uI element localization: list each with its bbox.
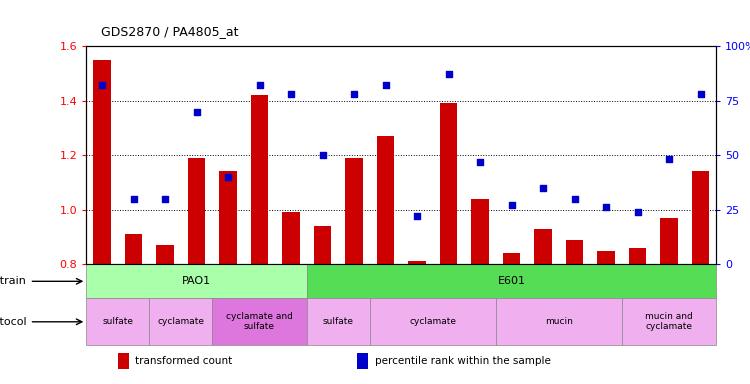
Bar	[566, 240, 584, 384]
Bar	[149, 298, 212, 345]
Point	[600, 204, 612, 210]
Bar	[628, 248, 646, 384]
Point	[568, 196, 580, 202]
Text: cyclamate: cyclamate	[410, 317, 456, 326]
Bar	[496, 298, 622, 345]
Bar	[692, 172, 709, 384]
Bar	[156, 245, 174, 384]
Bar	[622, 298, 716, 345]
Point	[411, 213, 423, 219]
Point	[694, 91, 706, 97]
Text: percentile rank within the sample: percentile rank within the sample	[375, 356, 550, 366]
Bar	[534, 229, 552, 384]
Text: sulfate: sulfate	[102, 317, 134, 326]
Text: strain: strain	[0, 276, 26, 286]
Text: transformed count: transformed count	[136, 356, 232, 366]
Bar	[408, 262, 426, 384]
Point	[632, 209, 644, 215]
Point	[285, 91, 297, 97]
Bar	[124, 234, 142, 384]
Text: PAO1: PAO1	[182, 276, 211, 286]
Point	[190, 108, 202, 114]
Text: cyclamate and
sulfate: cyclamate and sulfate	[226, 312, 293, 331]
Bar	[118, 353, 129, 369]
Text: sulfate: sulfate	[322, 317, 354, 326]
Bar	[440, 103, 458, 384]
Text: growth protocol: growth protocol	[0, 317, 26, 327]
Bar	[86, 264, 307, 298]
Bar	[188, 158, 206, 384]
Point	[316, 152, 328, 158]
Bar	[307, 298, 370, 345]
Bar	[597, 250, 615, 384]
Point	[506, 202, 518, 209]
Point	[474, 159, 486, 165]
Text: mucin and
cyclamate: mucin and cyclamate	[645, 312, 693, 331]
Bar	[282, 212, 300, 384]
Bar	[93, 60, 111, 384]
Point	[348, 91, 360, 97]
Bar	[86, 298, 149, 345]
Bar	[503, 253, 520, 384]
Point	[254, 82, 266, 88]
Text: GDS2870 / PA4805_at: GDS2870 / PA4805_at	[101, 25, 238, 38]
Text: mucin: mucin	[544, 317, 573, 326]
Bar	[471, 199, 489, 384]
Point	[159, 196, 171, 202]
Point	[663, 156, 675, 162]
Point	[96, 82, 108, 88]
Bar	[370, 298, 496, 345]
Bar	[307, 264, 716, 298]
Point	[222, 174, 234, 180]
Bar	[212, 298, 307, 345]
Bar	[660, 218, 678, 384]
Bar	[376, 136, 394, 384]
Point	[128, 196, 140, 202]
Text: E601: E601	[497, 276, 526, 286]
Bar	[345, 158, 363, 384]
Bar	[251, 95, 268, 384]
Text: cyclamate: cyclamate	[158, 317, 204, 326]
Bar	[314, 226, 332, 384]
Point	[442, 71, 454, 78]
Bar	[219, 172, 237, 384]
Point	[380, 82, 392, 88]
Point	[537, 185, 549, 191]
Bar	[357, 353, 368, 369]
